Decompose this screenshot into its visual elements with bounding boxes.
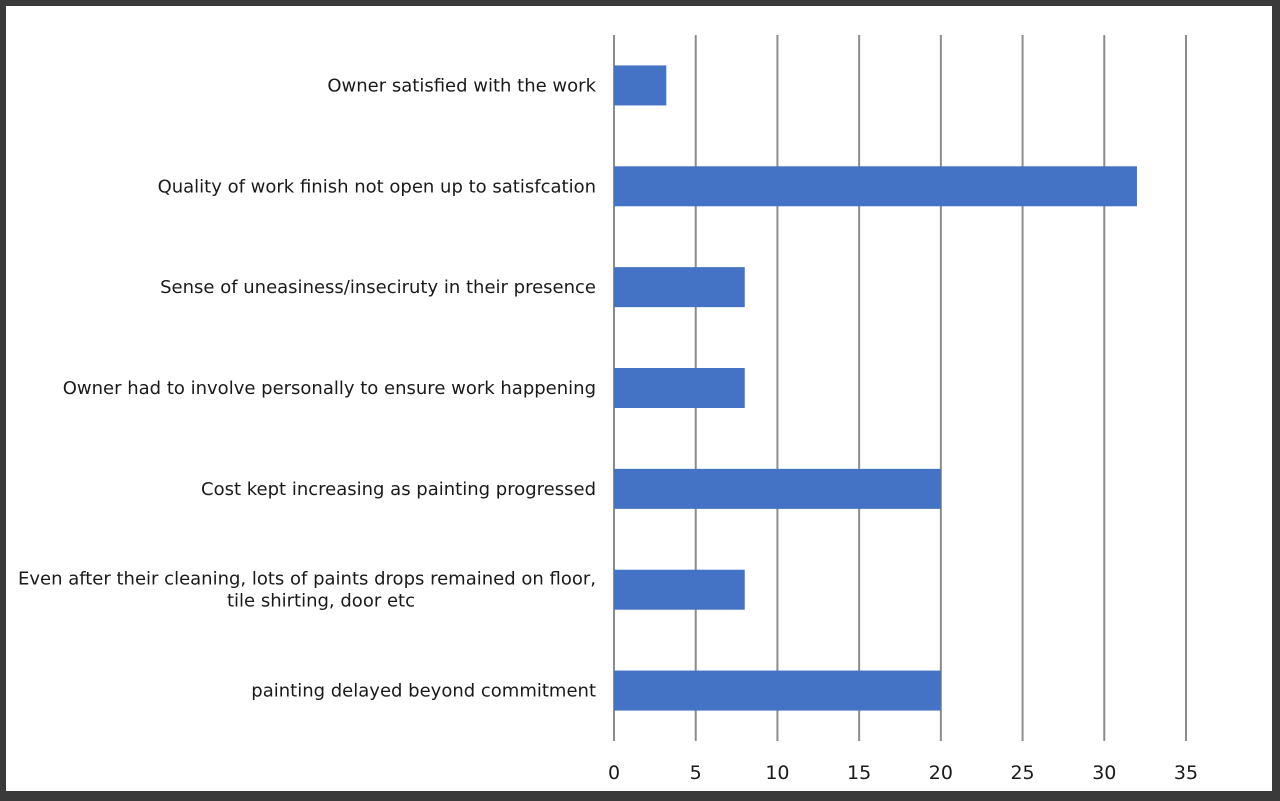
bar [614,569,745,610]
category-label: Owner had to involve personally to ensur… [63,378,596,399]
category-labels: Owner satisfied with the work Quality of … [18,75,597,701]
x-tick-label: 5 [690,762,702,784]
category-label: Quality of work finish not open up to sa… [158,176,596,197]
category-label: Owner satisfied with the work [327,75,596,96]
bar [614,166,1137,207]
category-label: tile shirting, door etc [227,591,415,612]
x-tick-label: 10 [765,762,789,784]
x-tick-label: 15 [847,762,871,784]
x-tick-label: 30 [1092,762,1116,784]
x-tick-label: 0 [608,762,620,784]
category-label: Cost kept increasing as painting progres… [201,479,596,500]
x-tick-label: 25 [1010,762,1034,784]
bars [614,65,1137,711]
x-tick-label: 35 [1174,762,1198,784]
bar [614,468,941,509]
bar [614,65,667,106]
x-tick-label: 20 [929,762,953,784]
bar [614,670,941,711]
category-label: painting delayed beyond commitment [251,681,596,702]
category-label: Even after their cleaning, lots of paint… [18,569,596,590]
bar [614,368,745,408]
x-tick-labels: 0 5 10 15 20 25 30 35 [608,762,1198,784]
grid-lines [613,35,1187,741]
chart-frame: Owner satisfied with the work Quality of … [6,6,1272,791]
bar [614,267,745,308]
bar-chart: Owner satisfied with the work Quality of … [18,35,1198,784]
category-label: Sense of uneasiness/inseciruty in their … [160,277,596,298]
